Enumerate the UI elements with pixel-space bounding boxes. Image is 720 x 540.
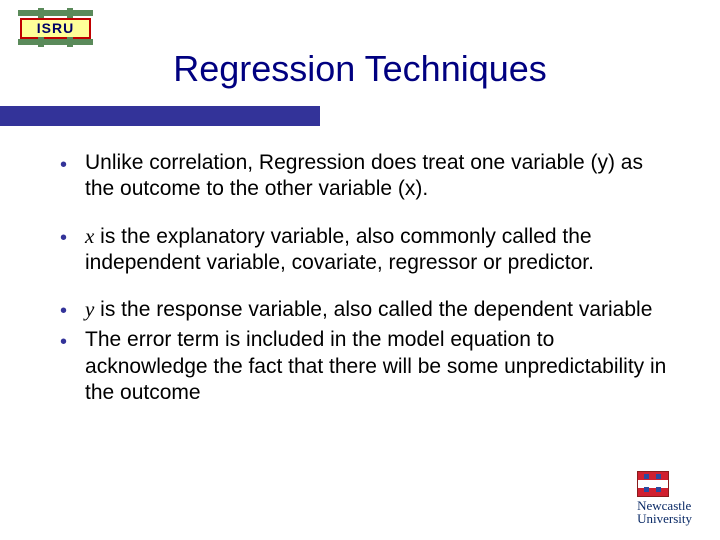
university-logo: Newcastle University [637,471,692,526]
bullet-dot-icon: • [60,228,67,248]
bullet-text: y is the response variable, also called … [85,296,652,323]
bullet-text: The error term is included in the model … [85,327,670,406]
slide-title: Regression Techniques [0,48,720,90]
bullet-item: • y is the response variable, also called… [60,296,670,323]
isru-logo-text: ISRU [20,18,91,39]
isru-logo: ISRU [18,10,93,45]
title-underline-bar [0,106,320,126]
bullet-item: • The error term is included in the model… [60,327,670,406]
bullet-text: Unlike correlation, Regression does trea… [85,150,670,203]
bullet-item: • x is the explanatory variable, also com… [60,223,670,277]
bullet-list: • Unlike correlation, Regression does tre… [60,150,670,406]
bullet-text: x is the explanatory variable, also comm… [85,223,670,277]
bullet-item: • Unlike correlation, Regression does tre… [60,150,670,203]
bullet-dot-icon: • [60,332,67,352]
crest-icon [637,471,669,497]
university-name-line2: University [637,511,692,526]
bullet-dot-icon: • [60,301,67,321]
bullet-dot-icon: • [60,155,67,175]
